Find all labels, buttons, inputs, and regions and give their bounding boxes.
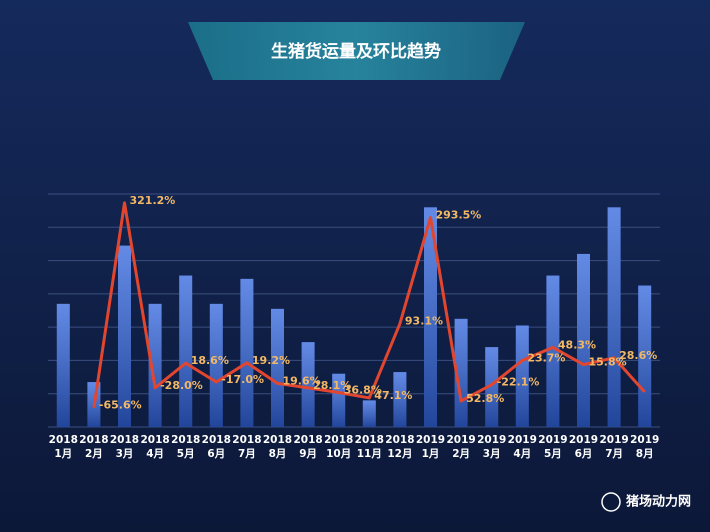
x-tick-label: 2018	[324, 434, 353, 446]
x-tick-label: 11月	[357, 448, 382, 460]
x-tick-label: 2018	[171, 434, 200, 446]
x-tick-label: 2019	[569, 434, 598, 446]
x-tick-label: 9月	[299, 448, 317, 460]
chart-title: 生猪货运量及环比趋势	[271, 41, 441, 62]
bar-shade	[209, 303, 223, 427]
x-tick-label: 3月	[116, 448, 134, 460]
data-label: 28.1%	[313, 379, 351, 392]
data-label: 47.1%	[374, 389, 412, 402]
bar-shade	[301, 342, 315, 427]
data-label: 18.6%	[191, 354, 229, 367]
bar-shade	[607, 207, 621, 427]
bar-shade	[179, 275, 193, 427]
x-tick-label: 2018	[385, 434, 414, 446]
x-tick-label: 8月	[269, 448, 287, 460]
x-tick-label: 1月	[54, 448, 72, 460]
bar-shade	[56, 303, 70, 427]
data-label: -17.0%	[221, 373, 264, 386]
x-tick-label: 2019	[630, 434, 659, 446]
data-label: 321.2%	[130, 194, 176, 207]
x-tick-label: 1月	[422, 448, 440, 460]
data-label: 23.7%	[527, 351, 565, 364]
bar-shade	[118, 245, 131, 427]
x-tick-label: 2019	[508, 434, 537, 446]
bar-shade	[424, 207, 437, 427]
bar-shade	[638, 285, 652, 427]
bar-shade	[332, 373, 346, 427]
data-label: 293.5%	[436, 209, 482, 222]
x-tick-label: 6月	[207, 448, 225, 460]
x-tick-label: 2018	[140, 434, 169, 446]
x-tick-label: 2月	[85, 448, 103, 460]
data-label: 52.8%	[466, 392, 504, 405]
x-tick-label: 3月	[483, 448, 501, 460]
plot: 2018 1月 2018 2月 2018 3月 2018 4月 2018 5月 2018 6月 2018…	[48, 193, 660, 460]
data-label: 19.6%	[283, 374, 321, 387]
data-label: -65.6%	[99, 399, 142, 412]
x-tick-label: 2019	[477, 434, 506, 446]
data-label: 93.1%	[405, 315, 443, 328]
data-label: 36.8%	[344, 383, 382, 396]
x-tick-label: 2018	[293, 434, 322, 446]
x-tick-label: 2019	[538, 434, 567, 446]
data-label: 15.8%	[589, 356, 627, 369]
x-tick-label: 2018	[110, 434, 139, 446]
x-tick-label: 12月	[387, 448, 412, 460]
watermark-icon	[601, 492, 621, 512]
x-tick-label: 2019	[416, 434, 445, 446]
x-tick-label: 2018	[355, 434, 384, 446]
x-tick-label: 2018	[202, 434, 231, 446]
x-tick-label: 10月	[326, 448, 351, 460]
x-tick-label: 7月	[238, 448, 256, 460]
x-tick-label: 2月	[452, 448, 470, 460]
x-tick-label: 7月	[605, 448, 623, 460]
data-label: 28.6%	[619, 349, 657, 362]
bar-shade	[515, 325, 529, 427]
data-label: 19.2%	[252, 354, 290, 367]
bar-shade	[577, 253, 590, 427]
bar-shade	[485, 347, 499, 427]
x-tick-label: 2019	[599, 434, 628, 446]
watermark: 猪场动力网	[625, 494, 691, 510]
bar-shade	[546, 275, 560, 427]
data-label: 48.3%	[558, 338, 596, 351]
bar-shade	[362, 400, 376, 427]
bar-shade	[271, 308, 284, 427]
x-tick-label: 5月	[177, 448, 195, 460]
bar-shade	[393, 372, 407, 427]
x-tick-label: 8月	[636, 448, 654, 460]
x-tick-label: 2018	[49, 434, 78, 446]
data-label: -22.1%	[497, 376, 540, 389]
title-banner	[188, 22, 525, 80]
x-tick-label: 2018	[263, 434, 292, 446]
x-tick-label: 4月	[513, 448, 531, 460]
x-tick-label: 2019	[446, 434, 475, 446]
x-tick-label: 6月	[575, 448, 593, 460]
x-tick-label: 5月	[544, 448, 562, 460]
x-tick-label: 2018	[232, 434, 261, 446]
bar-shade	[148, 303, 162, 427]
line	[92, 201, 646, 408]
bar-shade	[240, 278, 254, 427]
x-tick-label: 4月	[146, 448, 164, 460]
data-label: -28.0%	[160, 379, 203, 392]
x-tick-label: 2018	[79, 434, 108, 446]
